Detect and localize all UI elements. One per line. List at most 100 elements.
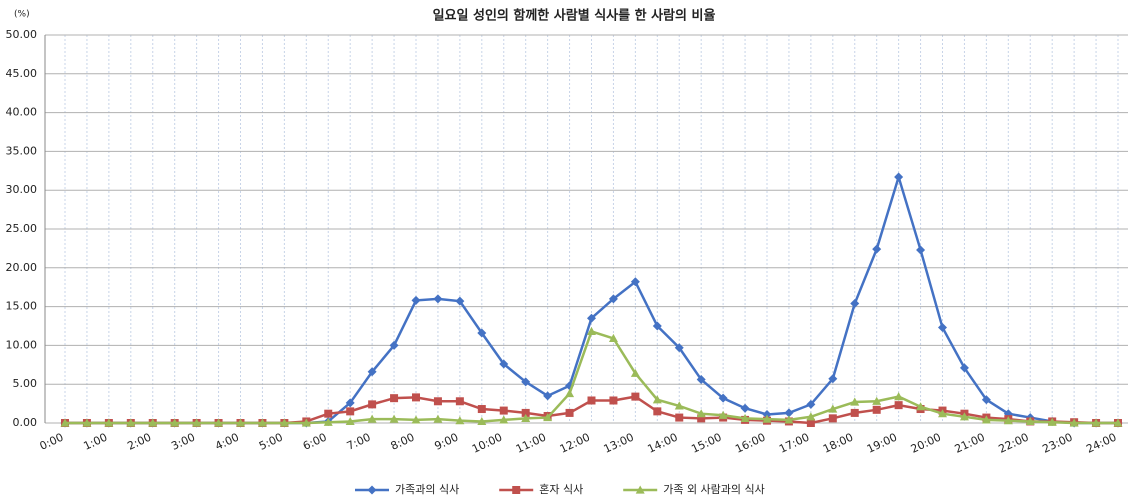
y-tick-label: 50.00 <box>6 28 38 41</box>
point <box>872 405 881 414</box>
point <box>1069 418 1079 427</box>
point <box>192 418 202 427</box>
x-tick-label: 5:00 <box>257 431 285 453</box>
x-tick-label: 7:00 <box>345 431 373 453</box>
point <box>1091 418 1101 427</box>
point <box>214 418 224 427</box>
y-tick-label: 45.00 <box>6 67 38 80</box>
point <box>938 409 947 418</box>
point <box>389 340 399 350</box>
point <box>257 418 267 427</box>
point <box>674 343 684 353</box>
point <box>60 418 70 427</box>
x-tick-label: 0:00 <box>38 431 66 453</box>
point <box>850 408 859 417</box>
point <box>981 415 991 424</box>
y-tick-label: 30.00 <box>6 183 38 196</box>
point <box>455 397 464 406</box>
point <box>872 396 882 405</box>
point <box>784 408 794 418</box>
point <box>521 413 531 422</box>
point <box>543 391 553 401</box>
point <box>521 408 530 417</box>
point <box>411 295 421 305</box>
point <box>959 363 969 373</box>
x-tick-label: 10:00 <box>470 431 504 456</box>
point <box>916 402 926 411</box>
point <box>959 412 969 421</box>
point <box>652 321 662 331</box>
y-tick-label: 35.00 <box>6 144 38 157</box>
point <box>390 394 399 403</box>
point <box>301 418 311 427</box>
point <box>587 396 596 405</box>
point <box>565 389 575 398</box>
point <box>718 410 728 419</box>
point <box>981 395 991 405</box>
legend-marker <box>635 485 645 494</box>
chart-title: 일요일 성인의 함께한 사람별 식사를 한 사람의 비율 <box>433 8 716 24</box>
point <box>850 397 860 406</box>
legend-marker <box>367 485 377 495</box>
point <box>346 407 355 416</box>
x-tick-label: 19:00 <box>865 431 899 456</box>
y-tick-label: 20.00 <box>6 261 38 274</box>
point <box>696 409 706 418</box>
point <box>477 405 486 414</box>
point <box>631 392 640 401</box>
point <box>345 416 355 426</box>
x-tick-label: 23:00 <box>1040 431 1074 456</box>
point <box>608 333 618 343</box>
x-tick-label: 17:00 <box>777 431 811 456</box>
point <box>1003 416 1013 425</box>
point <box>389 414 399 423</box>
point <box>1113 418 1123 427</box>
x-tick-label: 13:00 <box>602 431 636 456</box>
point <box>806 412 816 421</box>
point <box>938 323 947 333</box>
y-tick-label: 0.00 <box>13 416 38 429</box>
point <box>653 407 662 416</box>
point <box>367 367 377 377</box>
point <box>894 401 903 410</box>
point <box>762 414 772 423</box>
point <box>433 414 443 423</box>
point <box>236 418 245 427</box>
point <box>82 418 92 427</box>
x-tick-label: 9:00 <box>433 431 461 453</box>
point <box>630 277 640 287</box>
y-tick-label: 10.00 <box>6 338 38 351</box>
legend-label: 가족 외 사람과의 식사 <box>663 483 765 496</box>
point <box>521 377 531 387</box>
point <box>828 374 838 384</box>
y-unit: (%) <box>14 10 30 20</box>
point <box>872 244 882 254</box>
point <box>740 403 750 413</box>
x-tick-label: 11:00 <box>514 431 548 456</box>
point <box>345 398 355 408</box>
point <box>697 414 706 423</box>
point <box>696 375 706 385</box>
point <box>806 419 815 427</box>
point <box>630 368 640 377</box>
point <box>740 413 750 422</box>
x-tick-label: 3:00 <box>169 431 197 453</box>
point <box>499 415 509 424</box>
point <box>828 414 837 423</box>
point <box>652 395 662 404</box>
legend-label: 혼자 식사 <box>539 483 583 496</box>
x-tick-label: 15:00 <box>689 431 723 456</box>
point <box>411 415 421 424</box>
legend-marker <box>512 486 521 494</box>
point <box>104 418 114 427</box>
x-tick-label: 18:00 <box>821 431 855 456</box>
x-tick-label: 21:00 <box>953 431 987 456</box>
point <box>324 409 333 418</box>
point <box>674 401 684 410</box>
point <box>279 418 289 427</box>
point <box>806 399 816 409</box>
x-tick-label: 2:00 <box>125 431 153 453</box>
point <box>323 417 333 426</box>
point <box>1047 417 1057 426</box>
